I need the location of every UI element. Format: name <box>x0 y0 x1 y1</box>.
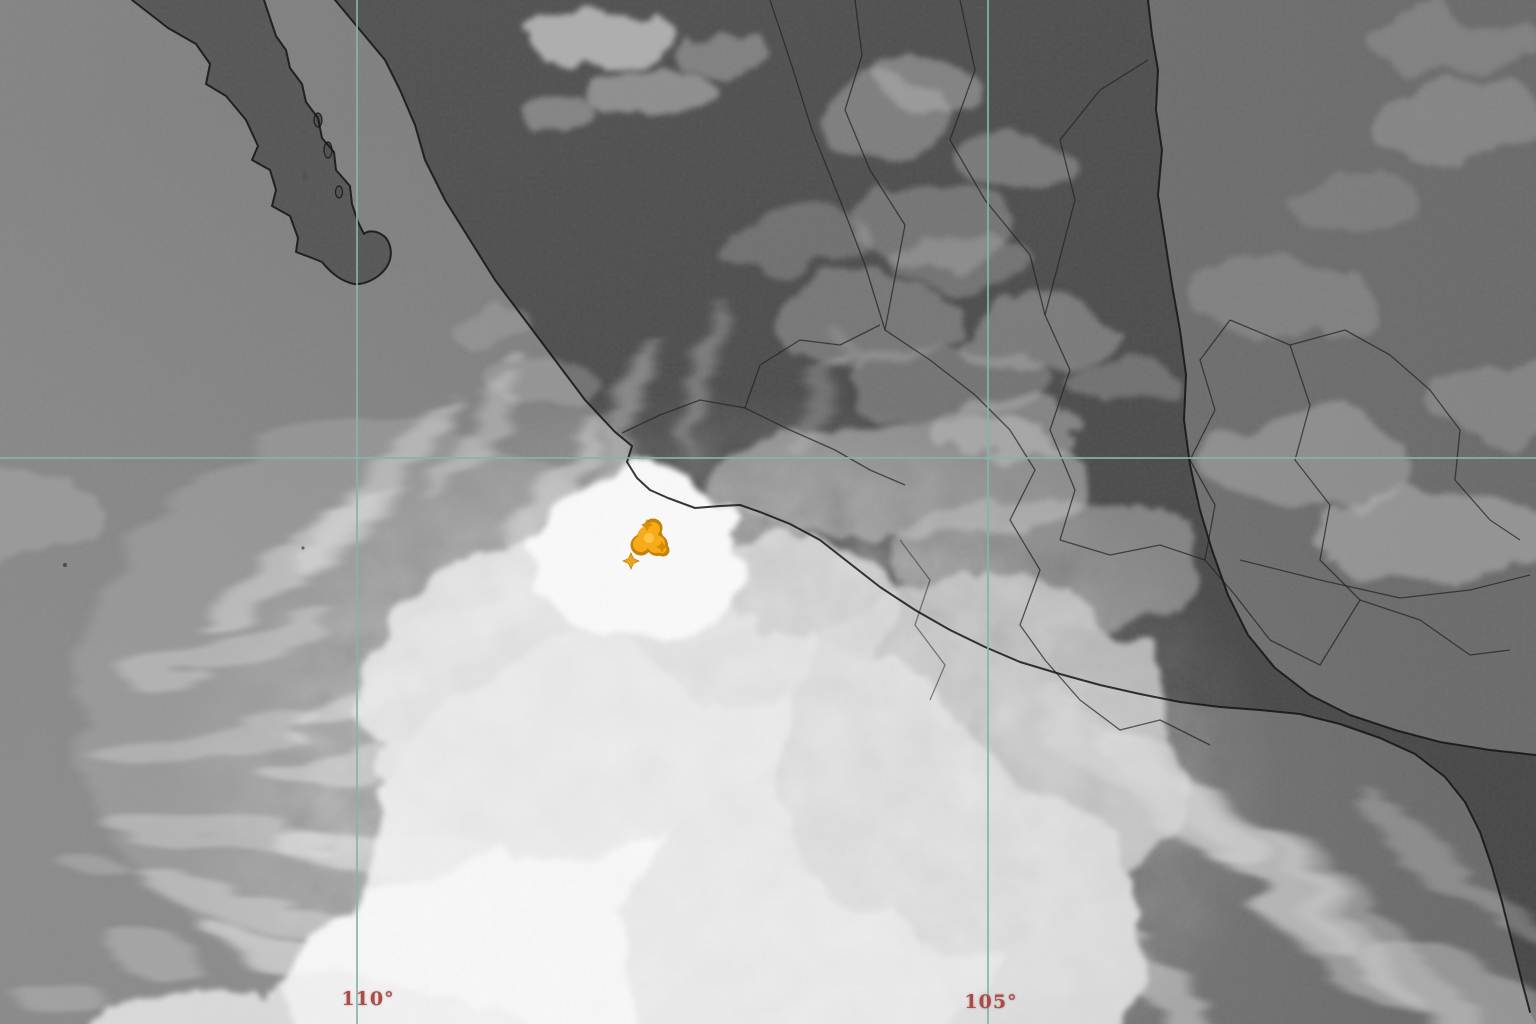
state-borders <box>621 0 1531 746</box>
island-outlines <box>313 112 344 199</box>
marker-star-icon <box>621 551 641 571</box>
coast-gulf-of-mexico <box>1147 0 1536 756</box>
coast-baja-california <box>131 0 392 286</box>
image-specks <box>63 546 305 567</box>
marker-cross-glyphs <box>641 519 668 553</box>
coast-mainland-pacific <box>334 0 1531 1013</box>
storm-center-marker <box>621 518 670 571</box>
coastlines <box>131 0 1536 1013</box>
